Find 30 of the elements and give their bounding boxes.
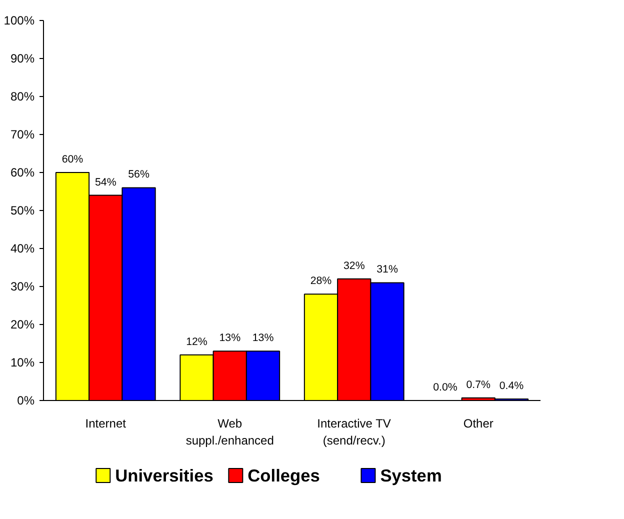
- y-tick-label: 40%: [10, 242, 35, 256]
- data-label: 32%: [343, 260, 366, 272]
- y-tick-label: 100%: [4, 14, 35, 28]
- x-tick-label: Interactive TV (send/recv.): [317, 416, 391, 448]
- legend-label: Colleges: [248, 466, 320, 486]
- legend-label: System: [380, 466, 442, 486]
- y-tick-label: 20%: [10, 318, 35, 332]
- data-label: 0.0%: [433, 382, 458, 394]
- y-tick-label: 80%: [10, 90, 35, 104]
- y-tick-label: 30%: [10, 280, 35, 294]
- x-tick-label: Other: [463, 416, 494, 430]
- data-label: 0.7%: [466, 378, 492, 391]
- data-label: 56%: [128, 168, 150, 181]
- y-tick-label: 50%: [10, 204, 35, 218]
- data-label: 54%: [94, 176, 117, 188]
- x-tick-label: Internet: [85, 416, 127, 430]
- data-label: 0.4%: [499, 380, 524, 392]
- data-label: 13%: [219, 332, 242, 344]
- y-tick-label: 10%: [10, 356, 35, 370]
- data-label: 31%: [376, 264, 398, 276]
- y-tick-label: 0%: [17, 394, 35, 408]
- y-tick-label: 60%: [10, 166, 35, 180]
- y-tick-label: 70%: [10, 128, 35, 142]
- y-tick-label: 90%: [10, 52, 35, 66]
- data-label: 12%: [186, 336, 208, 348]
- data-label: 28%: [310, 275, 332, 288]
- legend-label: Universities: [115, 466, 214, 486]
- x-tick-label: Web suppl./enhanced: [186, 416, 274, 448]
- data-label: 60%: [62, 154, 84, 166]
- data-label: 13%: [252, 332, 274, 344]
